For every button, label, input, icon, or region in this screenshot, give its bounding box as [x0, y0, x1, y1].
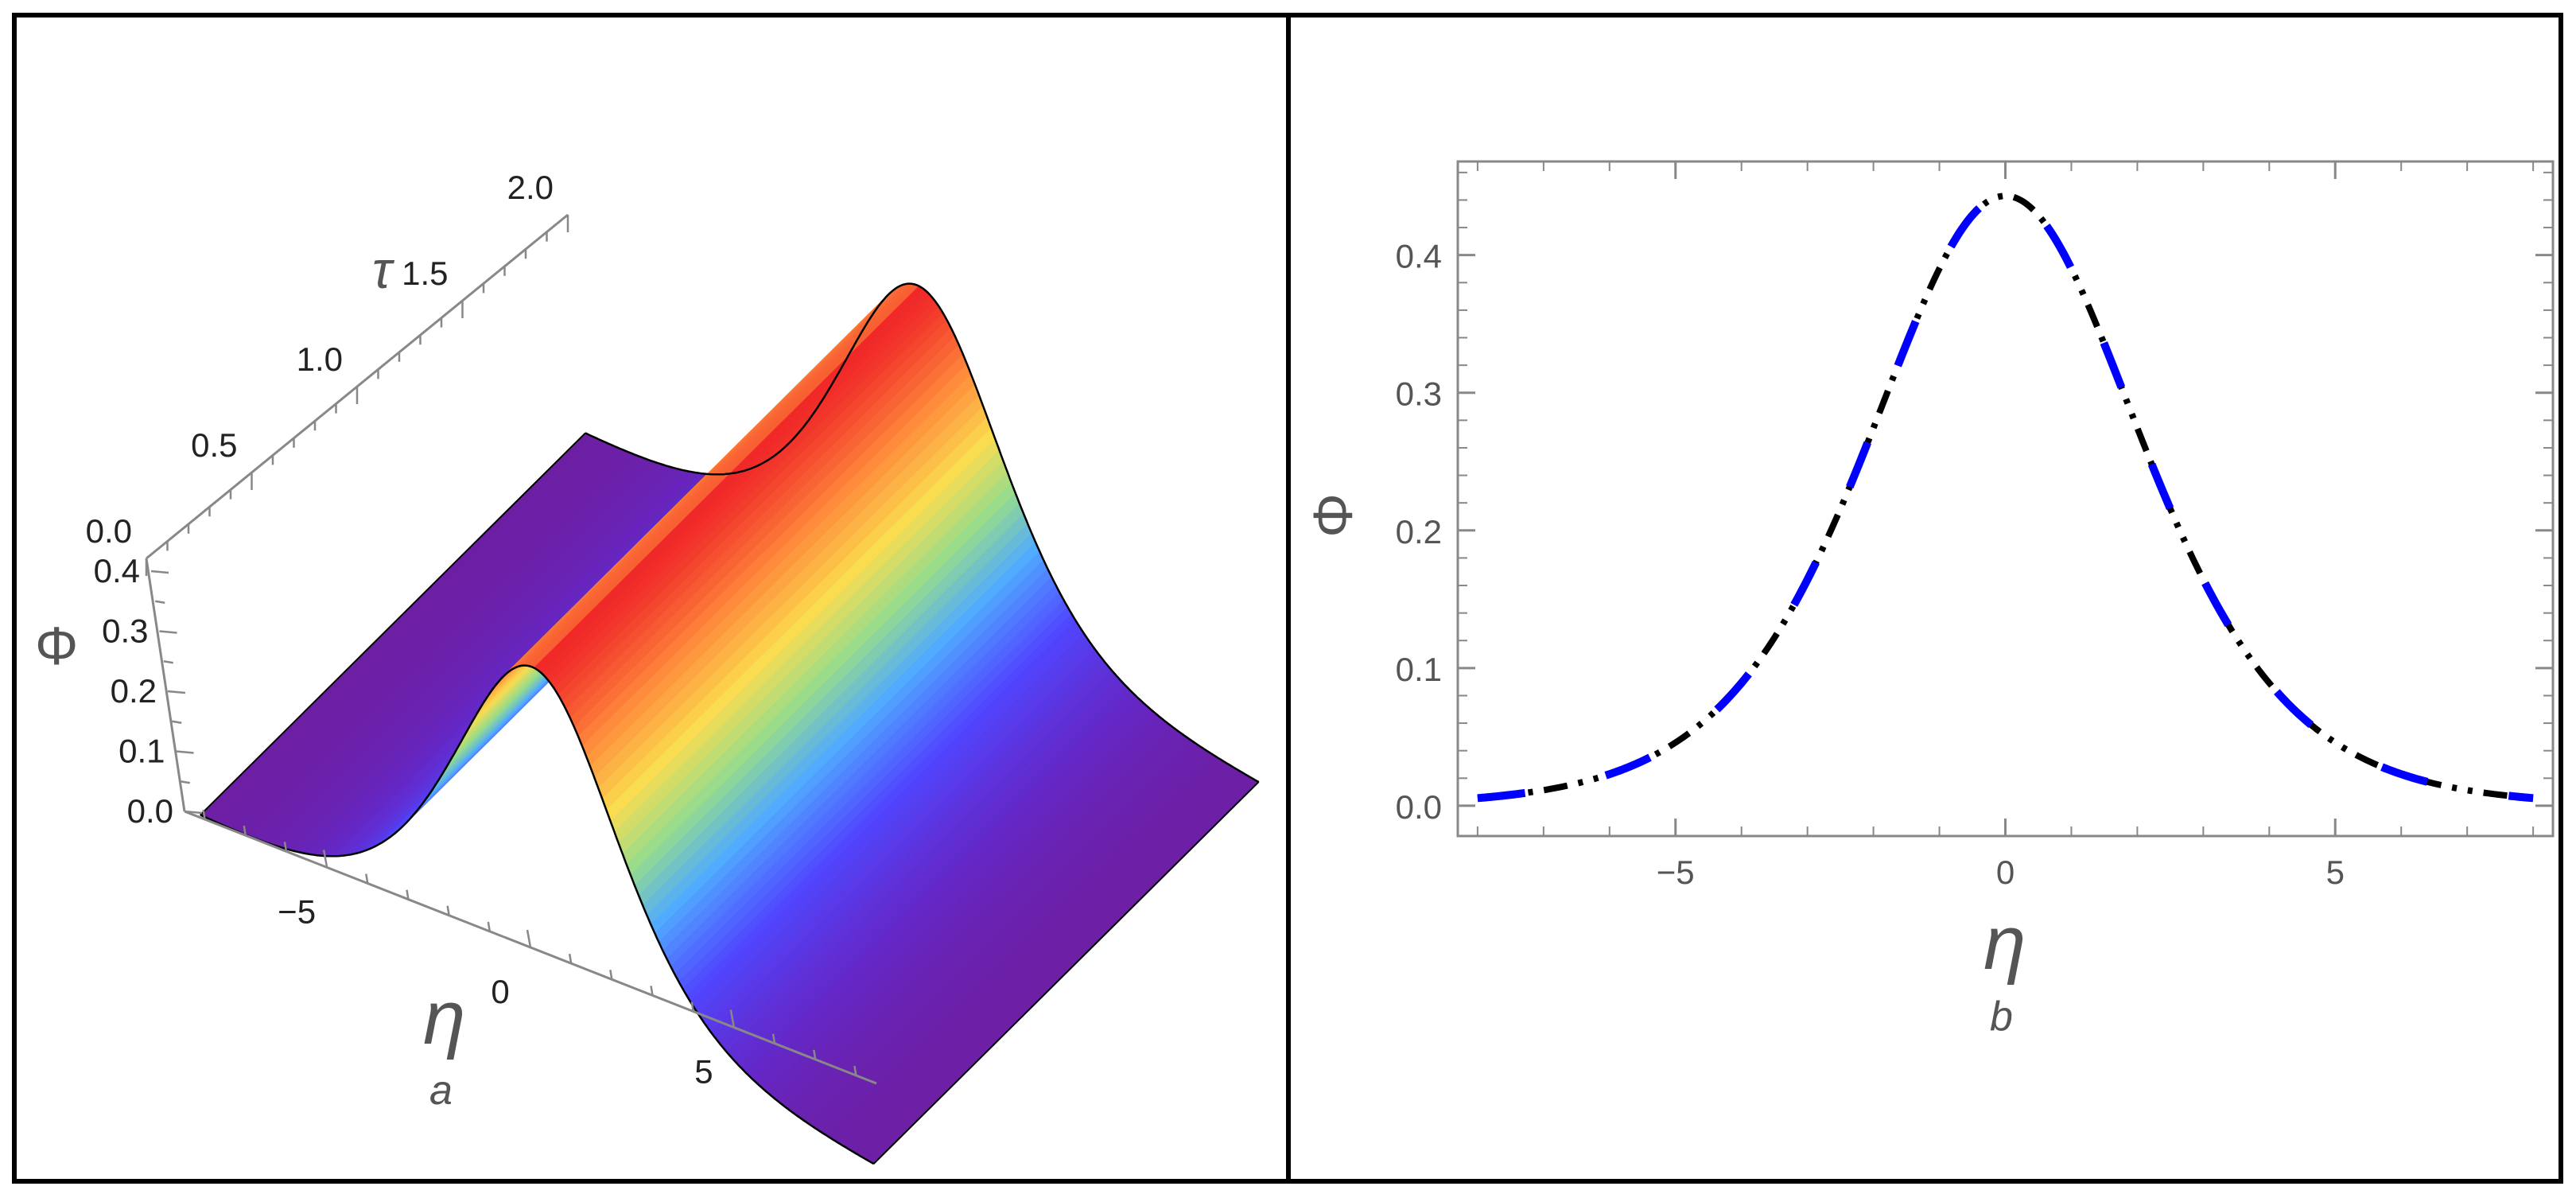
y-tick-label: 0.1: [1396, 651, 1442, 688]
surface-right-edge: [872, 781, 1260, 1165]
eta-tick-label: 5: [694, 1053, 713, 1091]
series-black-dashdot: [1477, 193, 2534, 802]
eta-tick: [609, 970, 613, 980]
panel-b-curve: [1477, 192, 2534, 803]
y-tick-label: 0.2: [1396, 513, 1442, 550]
tau-axis-label: τ: [372, 240, 395, 299]
surface-front-edge: [200, 664, 875, 1165]
eta-tick: [568, 953, 573, 964]
phi-tick: [155, 600, 165, 604]
panel-b-ticks: 0.0 0.1 0.2 0.3 0.4 −5 0 5: [1396, 161, 2553, 891]
eta-tick: [243, 825, 247, 836]
surface-back-edge: [585, 282, 1260, 784]
phi-tick: [176, 750, 194, 754]
panel-b-sublabel: b: [1990, 994, 2013, 1040]
phi-tick-label: 0.0: [127, 792, 173, 830]
eta-tick: [771, 1033, 776, 1044]
eta-tick: [446, 905, 450, 916]
eta-tick: [202, 809, 206, 820]
tau-tick-label: 1.0: [297, 340, 343, 378]
phi-axis-label: Φ: [1302, 493, 1364, 538]
phi-tick-label: 0.3: [102, 613, 148, 650]
x-tick-label: 5: [2326, 854, 2345, 891]
phi-tick: [159, 630, 177, 634]
phi-axis-label-3d: Φ: [35, 616, 78, 676]
phi-tick: [163, 660, 173, 664]
eta-axis-label: η: [1983, 900, 2026, 986]
surface-plot: [199, 282, 1260, 1165]
y-tick-label: 0.4: [1396, 238, 1442, 275]
eta-tick-label: 0: [491, 973, 509, 1010]
ticks-3d: −5 0 5 0.0 0.5 1.0 1.5 2.0 0.0 0.1 0.2 0.3 0.4: [86, 169, 857, 1091]
tau-tick-label: 1.5: [402, 255, 448, 292]
panel-a-3d-surface: −5 0 5 0.0 0.5 1.0 1.5 2.0 0.0 0.1 0.2 0.3 0.4 τ Φ η…: [35, 169, 1260, 1165]
eta-tick: [487, 921, 491, 932]
tau-tick-label: 0.0: [86, 512, 132, 550]
x-tick-label: 0: [1996, 854, 2015, 891]
phi-tick-label: 0.4: [94, 552, 140, 589]
y-tick-label: 0.3: [1396, 375, 1442, 413]
phi-tick: [150, 570, 169, 574]
eta-tick: [365, 873, 369, 884]
tau-tick-label: 0.5: [191, 426, 237, 464]
eta-tick: [813, 1049, 817, 1060]
panel-b-line-plot: 0.0 0.1 0.2 0.3 0.4 −5 0 5 η Φ b: [1302, 160, 2555, 1040]
phi-tick-label: 0.2: [111, 672, 157, 710]
x-tick-label: −5: [1657, 854, 1695, 891]
eta-tick: [322, 850, 328, 868]
phi-tick-label: 0.1: [119, 733, 165, 770]
phi-axis-line: [145, 558, 186, 812]
phi-tick: [167, 690, 186, 694]
eta-tick: [406, 889, 410, 900]
plot-frame: [1456, 160, 2555, 838]
phi-tick: [180, 780, 190, 784]
panel-a-sublabel: a: [429, 1068, 453, 1114]
eta-tick: [853, 1065, 857, 1076]
tau-tick-label: 2.0: [507, 169, 554, 206]
surface-left-edge: [200, 432, 586, 816]
series-blue-dashed: [1477, 192, 2534, 803]
eta-tick: [690, 1001, 694, 1012]
eta-tick: [650, 986, 654, 996]
phi-tick: [184, 810, 203, 815]
eta-axis-label-3d: η: [423, 975, 465, 1060]
eta-tick: [526, 929, 532, 948]
eta-tick-label: −5: [278, 893, 316, 930]
eta-tick: [729, 1009, 736, 1028]
eta-tick: [283, 842, 288, 852]
y-tick-label: 0.0: [1396, 788, 1442, 826]
phi-tick: [172, 720, 182, 724]
